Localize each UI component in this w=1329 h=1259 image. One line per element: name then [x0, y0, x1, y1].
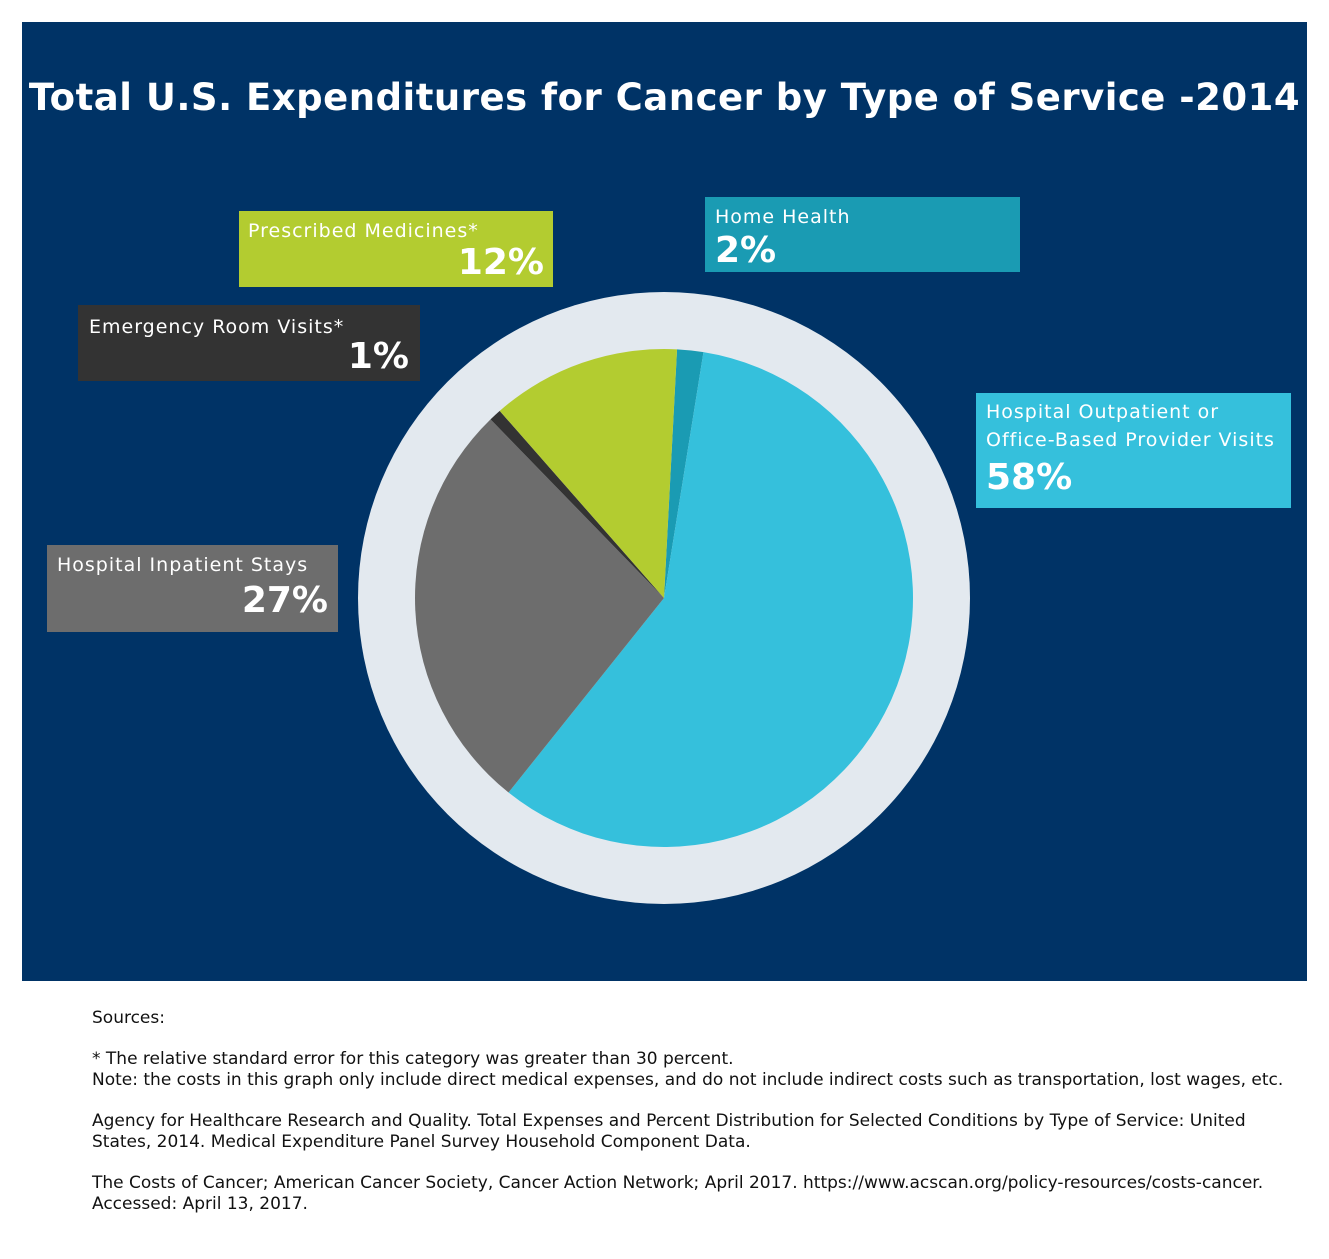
- chart-title: Total U.S. Expenditures for Cancer by Ty…: [28, 76, 1301, 119]
- callout-percent: 2%: [715, 230, 777, 271]
- callout-prescribed-medicines: Prescribed Medicines* 12%: [239, 211, 553, 287]
- callout-label-line-2: Office-Based Provider Visits: [986, 429, 1275, 451]
- callout-label: Prescribed Medicines*: [248, 220, 479, 242]
- callout-emergency-room-visits: Emergency Room Visits* 1%: [78, 305, 420, 381]
- source-reference-acs: The Costs of Cancer; American Cancer Soc…: [92, 1173, 1264, 1214]
- pie-slice-hospital-inpatient-stays: [415, 419, 664, 793]
- callout-label: Emergency Room Visits*: [89, 316, 345, 338]
- callout-hospital-inpatient: Hospital Inpatient Stays 27%: [47, 545, 338, 632]
- callout-percent: 1%: [347, 336, 409, 377]
- pie-slice-hospital-outpatient-or-office-based-provider-visits: [508, 352, 914, 848]
- pie-slice-emergency-room-visits: [490, 410, 664, 598]
- source-reference-ahrq: Agency for Healthcare Research and Quali…: [92, 1111, 1246, 1152]
- note: Note: the costs in this graph only inclu…: [92, 1070, 1284, 1090]
- callout-hospital-outpatient: Hospital Outpatient or Office-Based Prov…: [976, 393, 1291, 508]
- callout-percent: 58%: [986, 457, 1073, 498]
- callout-label: Hospital Inpatient Stays: [57, 554, 309, 576]
- sources-section: Sources: * The relative standard error f…: [92, 1008, 1292, 1215]
- callout-label: Home Health: [715, 206, 851, 228]
- pie-slice-home-health: [664, 349, 704, 598]
- callout-home-health: Home Health 2%: [705, 197, 1020, 272]
- pie-slice-prescribed-medicines: [499, 348, 678, 598]
- callout-label-line-1: Hospital Outpatient or: [986, 401, 1220, 423]
- sources-heading: Sources:: [92, 1008, 165, 1028]
- footnote: * The relative standard error for this c…: [92, 1049, 734, 1069]
- callout-percent: 27%: [241, 580, 328, 621]
- callout-percent: 12%: [457, 242, 544, 283]
